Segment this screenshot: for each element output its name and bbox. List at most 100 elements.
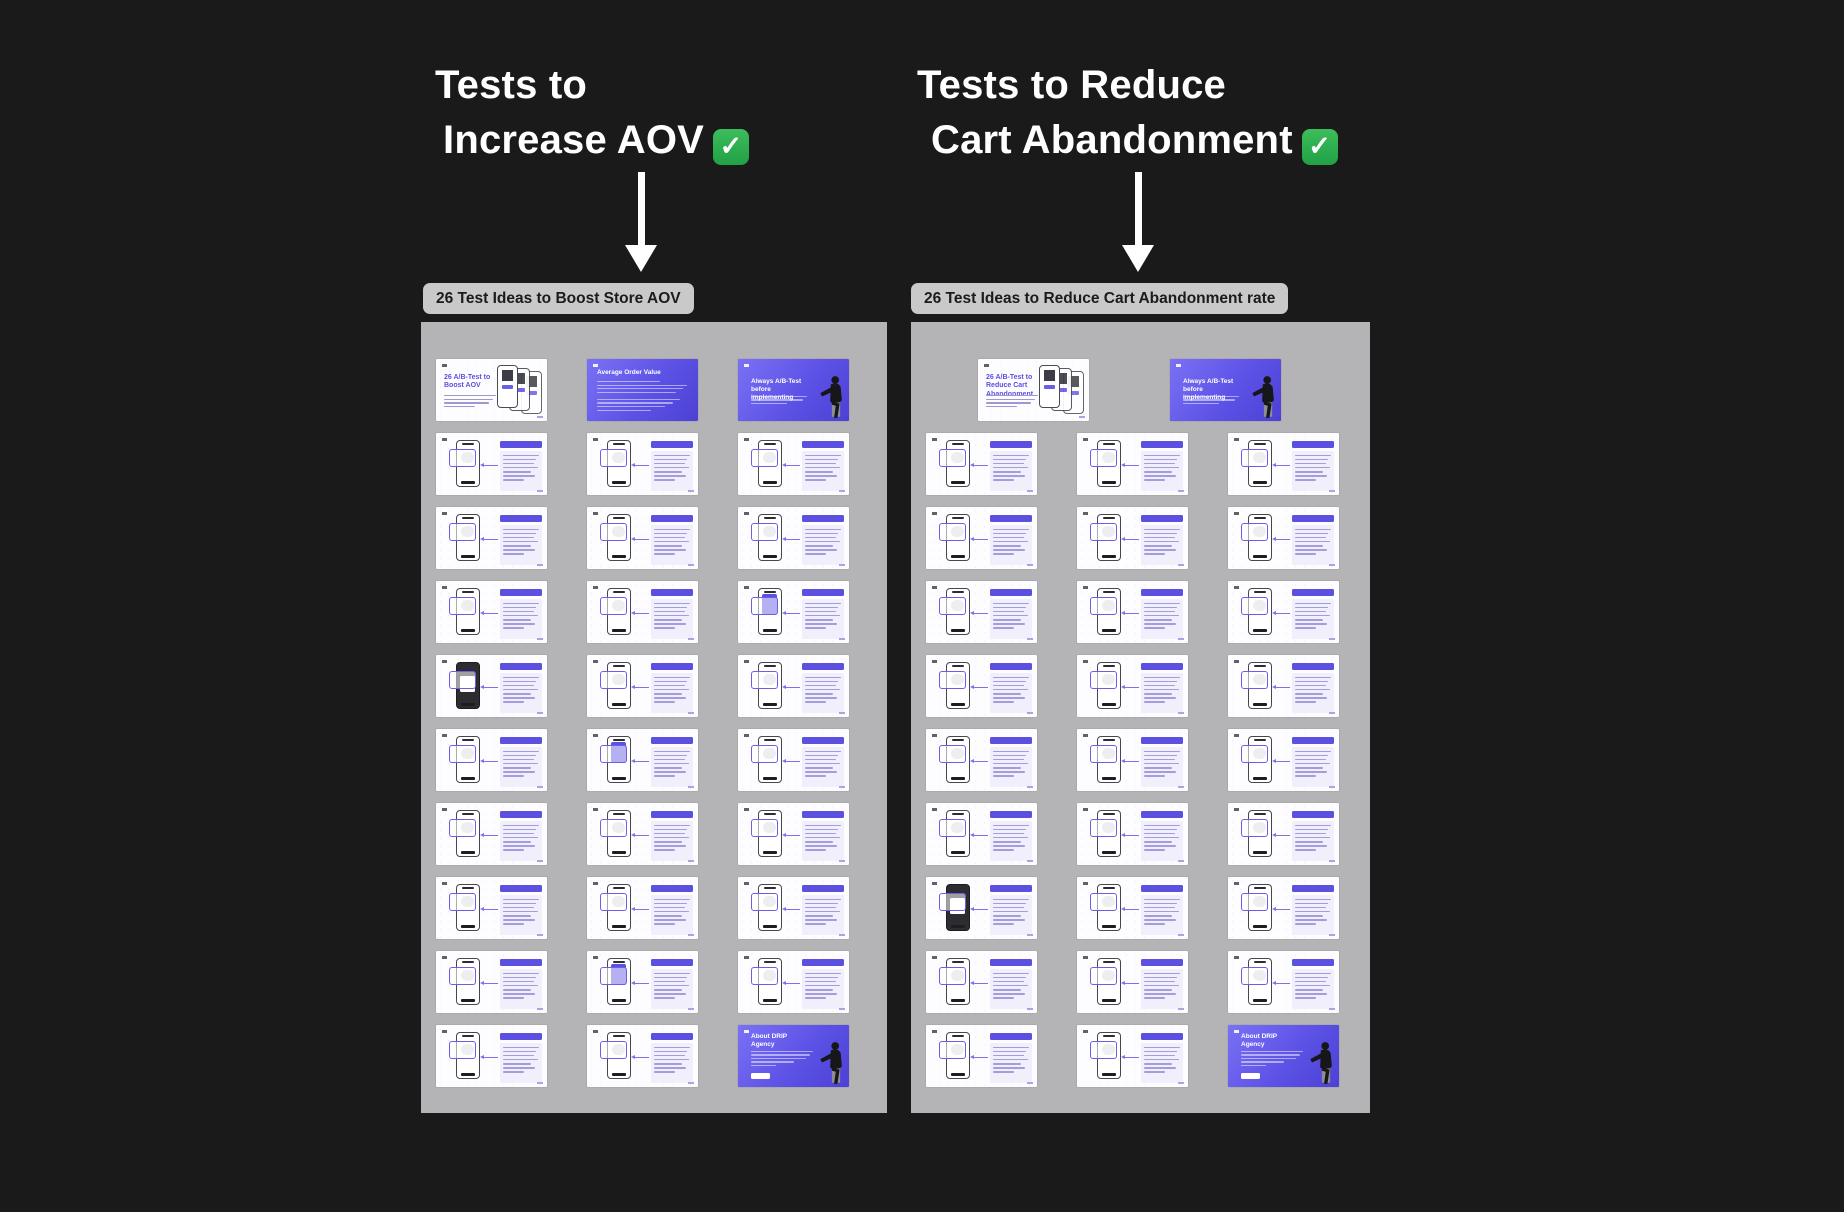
text-line xyxy=(993,470,1022,473)
slide-thumbnail[interactable] xyxy=(587,877,698,939)
connector-arrow xyxy=(782,758,800,764)
connector-arrow xyxy=(782,684,800,690)
board-label-left[interactable]: 26 Test Ideas to Boost Store AOV xyxy=(423,283,694,314)
slide-thumbnail[interactable] xyxy=(926,507,1037,569)
text-panel xyxy=(500,1033,542,1083)
logo-icon xyxy=(984,364,989,367)
slide-thumbnail[interactable] xyxy=(738,877,849,939)
slide-thumbnail[interactable] xyxy=(926,655,1037,717)
text-line xyxy=(1295,984,1330,987)
page-number xyxy=(537,490,543,492)
text-line xyxy=(654,754,688,757)
panel-body xyxy=(1141,451,1183,491)
slide-thumbnail[interactable] xyxy=(738,655,849,717)
slide-thumbnail[interactable] xyxy=(1077,581,1188,643)
slide-thumbnail[interactable] xyxy=(738,433,849,495)
slide-thumbnail[interactable] xyxy=(436,433,547,495)
text-panel xyxy=(651,589,693,639)
logo-icon xyxy=(744,956,749,959)
slide-thumbnail[interactable]: 26 A/B-Test to Reduce Cart Abandonment xyxy=(978,359,1089,421)
slide-thumbnail[interactable]: Always A/B-Test before implementing xyxy=(1170,359,1281,421)
slide-thumbnail[interactable] xyxy=(436,507,547,569)
slide-thumbnail[interactable] xyxy=(926,803,1037,865)
slide-thumbnail[interactable] xyxy=(1228,507,1339,569)
slide-thumbnail[interactable] xyxy=(436,581,547,643)
slide-thumbnail[interactable] xyxy=(926,581,1037,643)
text-line xyxy=(654,922,675,925)
cta-button[interactable] xyxy=(751,1073,770,1079)
slide-thumbnail[interactable] xyxy=(587,729,698,791)
slide-thumbnail[interactable] xyxy=(1077,803,1188,865)
text-panel xyxy=(500,811,542,861)
board-right[interactable]: 26 A/B-Test to Reduce Cart Abandonment Al… xyxy=(911,322,1370,1113)
slide-thumbnail[interactable] xyxy=(587,433,698,495)
slide-thumbnail[interactable]: About DRIP Agency xyxy=(1228,1025,1339,1087)
connector-arrow xyxy=(782,980,800,986)
slide-thumbnail[interactable] xyxy=(1228,581,1339,643)
text-line xyxy=(1295,758,1326,761)
logo-icon xyxy=(744,808,749,811)
slide-thumbnail[interactable]: Average Order Value xyxy=(587,359,698,421)
logo-icon xyxy=(744,882,749,885)
slide-thumbnail[interactable] xyxy=(436,803,547,865)
highlight-box xyxy=(449,671,476,689)
slide-thumbnail[interactable] xyxy=(587,803,698,865)
slide-thumbnail[interactable] xyxy=(926,877,1037,939)
cta-button[interactable] xyxy=(1241,1073,1260,1079)
slide-thumbnail[interactable] xyxy=(926,951,1037,1013)
logo-icon xyxy=(442,1030,447,1033)
board-label-right[interactable]: 26 Test Ideas to Reduce Cart Abandonment… xyxy=(911,283,1289,314)
slide-thumbnail[interactable] xyxy=(1228,877,1339,939)
slide-thumbnail[interactable] xyxy=(926,1025,1037,1087)
text-line xyxy=(805,536,836,539)
board-left[interactable]: 26 A/B-Test to Boost AOV Average Order Va… xyxy=(421,322,887,1113)
slide-thumbnail[interactable] xyxy=(1228,433,1339,495)
slide-thumbnail[interactable] xyxy=(436,729,547,791)
slide-thumbnail[interactable] xyxy=(738,507,849,569)
slide-thumbnail[interactable] xyxy=(1228,655,1339,717)
slide-thumbnail[interactable] xyxy=(1228,951,1339,1013)
slide-thumbnail[interactable] xyxy=(1077,433,1188,495)
text-line xyxy=(805,906,836,909)
slide-thumbnail[interactable] xyxy=(1077,1025,1188,1087)
slide-thumbnail[interactable] xyxy=(1077,877,1188,939)
slide-thumbnail[interactable] xyxy=(587,507,698,569)
slide-thumbnail[interactable] xyxy=(738,803,849,865)
text-line xyxy=(1144,758,1175,761)
slide-thumbnail[interactable] xyxy=(926,729,1037,791)
slide-thumbnail[interactable] xyxy=(1077,951,1188,1013)
panel-body xyxy=(1141,525,1183,565)
text-line xyxy=(1295,992,1327,995)
slide-thumbnail[interactable] xyxy=(587,655,698,717)
slide-thumbnail[interactable] xyxy=(1077,655,1188,717)
slide-thumbnail[interactable]: Always A/B-Test before implementing xyxy=(738,359,849,421)
slide-thumbnail[interactable] xyxy=(738,729,849,791)
text-line xyxy=(1144,692,1173,695)
slide-thumbnail[interactable] xyxy=(1077,729,1188,791)
slide-thumbnail[interactable] xyxy=(1077,507,1188,569)
slide-thumbnail[interactable] xyxy=(587,1025,698,1087)
slide-thumbnail[interactable] xyxy=(436,655,547,717)
slide-row xyxy=(436,951,887,1013)
text-line xyxy=(1295,458,1329,461)
slide-thumbnail[interactable] xyxy=(587,581,698,643)
page-number xyxy=(688,490,694,492)
panel-body xyxy=(651,895,693,935)
slide-thumbnail[interactable] xyxy=(436,1025,547,1087)
slide-thumbnail[interactable] xyxy=(926,433,1037,495)
slide-thumbnail[interactable] xyxy=(587,951,698,1013)
text-line xyxy=(805,454,841,457)
text-line xyxy=(805,458,839,461)
slide-thumbnail[interactable] xyxy=(436,951,547,1013)
heading-line: Increase AOV ✓ xyxy=(443,113,750,168)
slide-thumbnail[interactable] xyxy=(1228,803,1339,865)
text-line xyxy=(993,1046,1029,1049)
slide-thumbnail[interactable]: About DRIP Agency xyxy=(738,1025,849,1087)
slide-thumbnail[interactable] xyxy=(738,951,849,1013)
panel-body xyxy=(1292,969,1334,1009)
slide-thumbnail[interactable] xyxy=(436,877,547,939)
slide-thumbnail[interactable] xyxy=(1228,729,1339,791)
slide-thumbnail[interactable]: 26 A/B-Test to Boost AOV xyxy=(436,359,547,421)
slide-thumbnail[interactable] xyxy=(738,581,849,643)
logo-icon xyxy=(442,734,447,737)
